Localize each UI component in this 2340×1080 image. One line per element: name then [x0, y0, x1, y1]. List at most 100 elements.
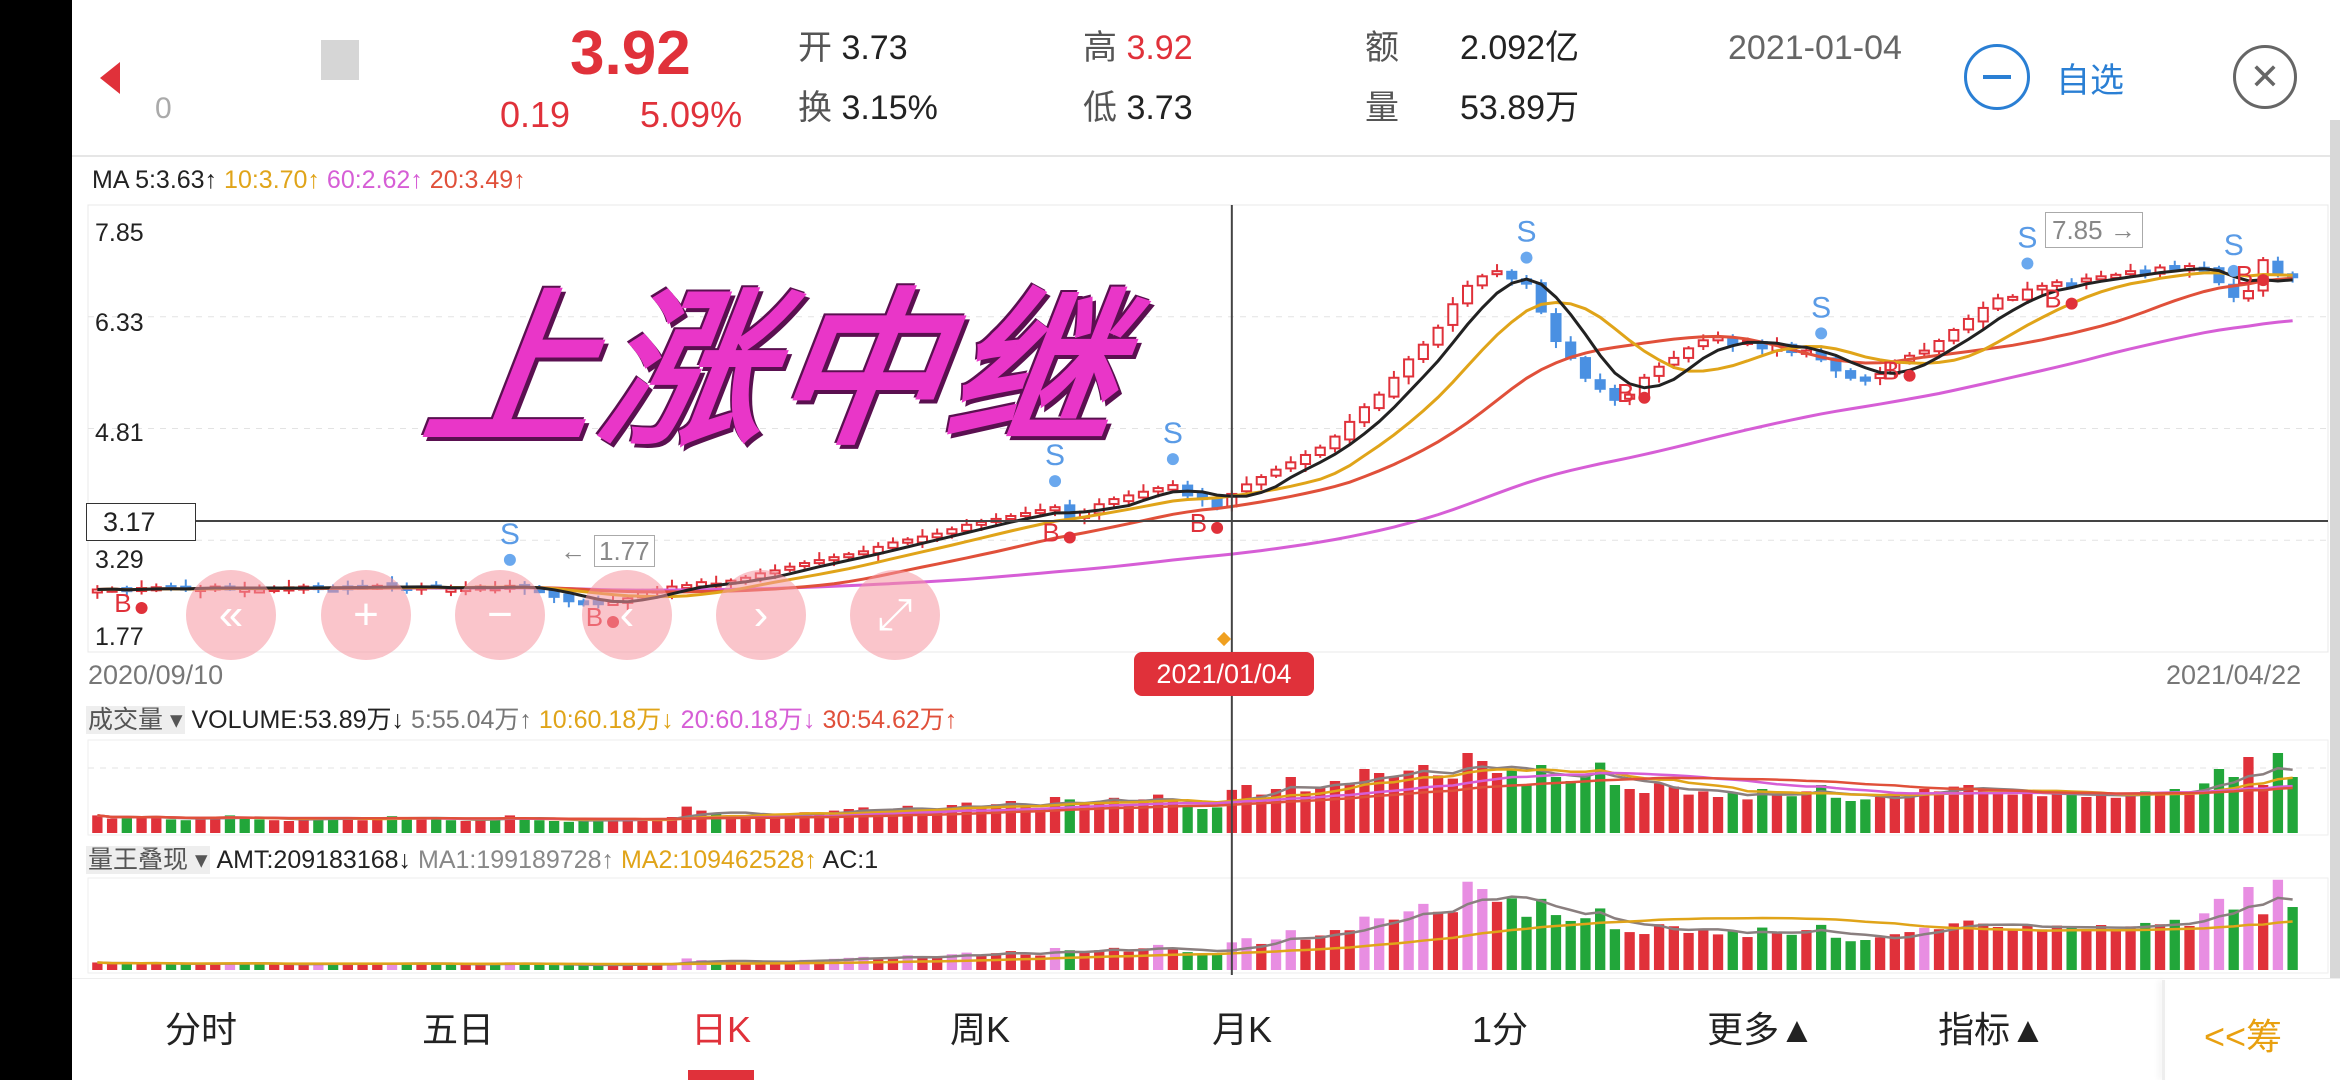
fullscreen-button[interactable]: ⤢ [850, 570, 940, 660]
candle-up [961, 523, 973, 532]
amount-bar [1153, 944, 1164, 970]
volume-bar [1197, 809, 1208, 833]
amount-bar [92, 962, 103, 970]
amount-bar [1889, 934, 1900, 970]
scrollbar[interactable] [2330, 120, 2340, 980]
volume-bar [2095, 793, 2107, 833]
tab-five-day[interactable]: 五日 [421, 1009, 495, 1050]
axis-label-top: 7.85 [95, 219, 144, 247]
candle-up [1476, 275, 1488, 287]
sell-signal-label: S [1045, 439, 1065, 472]
amount-bar [563, 965, 574, 970]
candle-up [1034, 509, 1046, 515]
buy-signal-label: B [1882, 356, 1899, 386]
volume-bar [1874, 797, 1886, 833]
candle-up [2124, 270, 2137, 276]
volume-bar [990, 804, 1002, 833]
min-price-value: 1.77 [594, 535, 655, 567]
amount-bar [2243, 887, 2254, 970]
volume-bar [1653, 783, 1665, 833]
volume-bar [976, 806, 987, 833]
volume-bar [1211, 807, 1223, 833]
scroll-left-button[interactable]: ‹ [582, 570, 672, 660]
scroll-right-button[interactable]: › [716, 570, 806, 660]
scroll-left-fast-button[interactable]: « [186, 570, 276, 660]
amount-bar [2037, 929, 2048, 970]
amount-bar [357, 964, 368, 970]
amount-bar [1094, 950, 1105, 970]
amount-bar [1079, 951, 1090, 970]
amount-bar [1329, 930, 1341, 970]
back-button[interactable] [100, 62, 120, 94]
volume-bar [1285, 777, 1296, 833]
candle-down [1609, 387, 1621, 401]
minus-circle-icon [1964, 44, 2030, 110]
volume-bar [2037, 796, 2048, 833]
volume-bar [1639, 793, 1650, 833]
volume-bar [1403, 770, 1414, 833]
tab-more[interactable]: 更多▲ [1707, 1009, 1815, 1050]
ma5-value: 5:3.63↑ [135, 166, 218, 194]
ma60-value: 60:2.62↑ [326, 166, 423, 194]
volume-bar [1462, 753, 1473, 833]
candle-down [1506, 270, 1518, 280]
zoom-out-button[interactable]: − [455, 570, 545, 660]
volume-bar [298, 818, 309, 833]
amount-bar [1580, 918, 1591, 970]
amount-bar [1521, 916, 1532, 970]
amount-bar [622, 965, 633, 970]
low-value: 3.73 [1126, 89, 1193, 127]
volume-indicator-selector[interactable]: 成交量 ▾ [86, 706, 185, 734]
candle-up [1403, 358, 1415, 378]
volume-ma5: 5:55.04万↑ [411, 706, 532, 734]
tab-indicators[interactable]: 指标▲ [1938, 1009, 2046, 1050]
amount-bar [637, 964, 648, 970]
amount-bar [1447, 912, 1458, 970]
volume-bar [2228, 777, 2239, 833]
amount-bar [1300, 939, 1311, 970]
close-button[interactable]: ✕ [2233, 45, 2297, 109]
buy-signal-label: B [2044, 284, 2061, 314]
amount-bar [1418, 903, 1429, 970]
quote-date: 2021-01-04 [1728, 29, 1902, 67]
tab-intraday[interactable]: 分时 [164, 1009, 238, 1050]
amt-indicator-selector[interactable]: 量王叠现 ▾ [86, 846, 210, 874]
candle-up [931, 532, 943, 539]
amount-bar [1860, 940, 1871, 970]
amount-bar [298, 963, 309, 970]
amount-bar [784, 961, 795, 970]
tab-one-minute[interactable]: 1分 [1471, 1009, 1529, 1050]
volume-bar [1521, 785, 1532, 833]
buy-signal-dot [1211, 521, 1224, 534]
header-divider [72, 155, 2330, 157]
zoom-in-button[interactable]: + [321, 570, 411, 660]
amount-bar [1712, 934, 1724, 970]
sell-signal-dot [1166, 453, 1179, 466]
volume-bar [445, 820, 457, 833]
tab-daily-k[interactable]: 日K [690, 1009, 752, 1050]
volume-bar [1992, 793, 2004, 833]
start-date: 2020/09/10 [88, 660, 224, 690]
sell-signal-dot [503, 553, 516, 566]
sell-signal-dot [1049, 475, 1062, 488]
amount-bar [475, 964, 486, 970]
volume-bar [106, 818, 118, 833]
amount-bar [1138, 948, 1149, 970]
amount-bar [2184, 925, 2195, 970]
volume-bar [1978, 789, 1989, 833]
volume-label: 量 [1365, 89, 1399, 127]
chips-distribution-button[interactable]: <<筹 [2204, 1016, 2283, 1057]
volume-bar [224, 815, 236, 833]
volume-bar [563, 821, 574, 833]
volume-bar [1948, 786, 1959, 833]
volume-bar [180, 820, 191, 833]
candle-up [887, 541, 899, 549]
remove-watchlist-button[interactable]: 自选 [1964, 44, 2124, 110]
tab-weekly-k[interactable]: 周K [949, 1009, 1011, 1050]
tab-monthly-k[interactable]: 月K [1211, 1009, 1273, 1050]
buy-signal-label: B [1617, 378, 1634, 408]
volume-bar [1933, 791, 1945, 833]
volume-bar [269, 820, 280, 833]
volume-value: 53.89万 [1460, 89, 1580, 127]
